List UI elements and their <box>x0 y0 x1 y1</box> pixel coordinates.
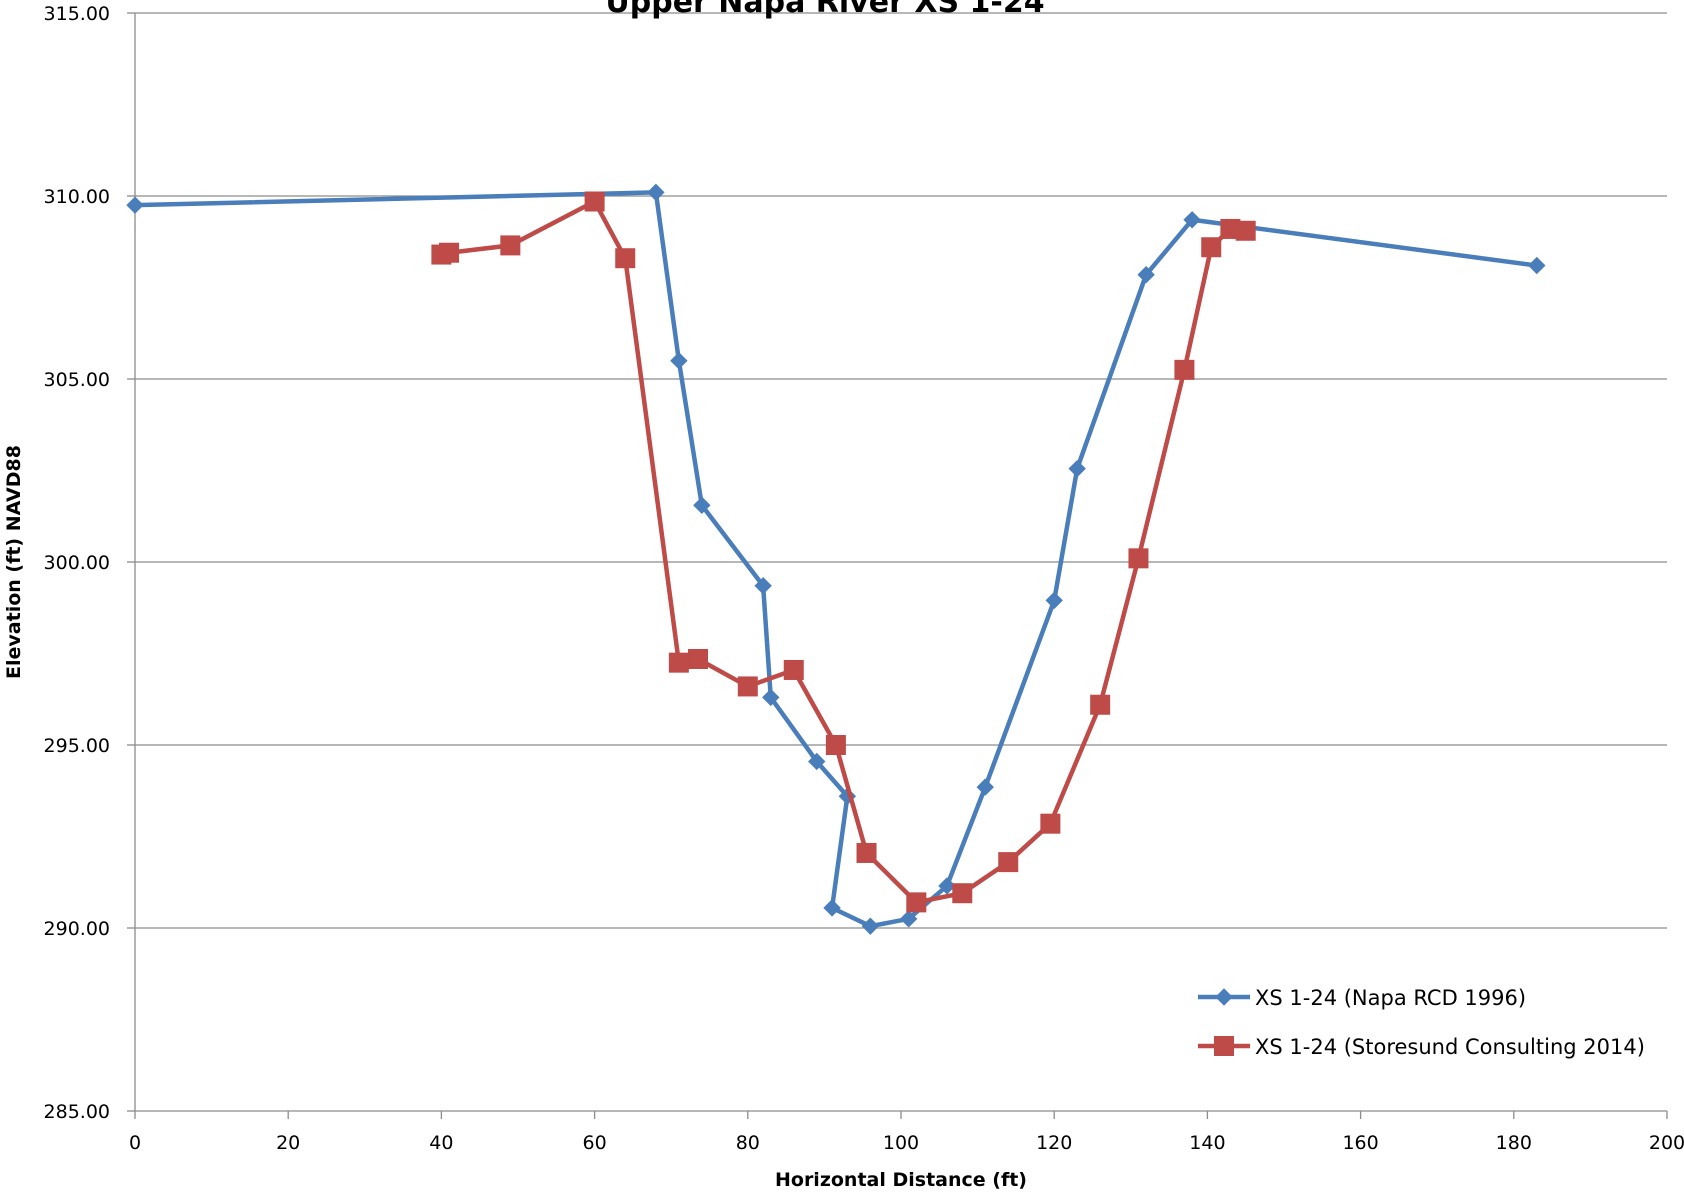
data-point <box>1235 220 1256 241</box>
x-tick-label: 80 <box>736 1132 760 1154</box>
data-point <box>1183 211 1201 229</box>
legend-marker <box>1214 1036 1234 1056</box>
axes <box>127 12 1668 1119</box>
data-point <box>668 652 689 673</box>
legend-entry: XS 1-24 (Napa RCD 1996) <box>1198 986 1526 1010</box>
x-tick-label: 160 <box>1342 1132 1378 1154</box>
chart-title: Upper Napa River XS 1-24 <box>605 0 1044 20</box>
data-point <box>1045 591 1063 610</box>
x-tick-label: 200 <box>1649 1132 1684 1154</box>
x-tick-label: 0 <box>129 1132 141 1154</box>
x-tick-label: 140 <box>1189 1132 1225 1154</box>
legend-entry: XS 1-24 (Storesund Consulting 2014) <box>1198 1035 1645 1059</box>
data-point <box>688 648 709 669</box>
data-point <box>952 883 973 904</box>
data-point <box>823 899 841 917</box>
legend-label: XS 1-24 (Storesund Consulting 2014) <box>1255 1035 1645 1059</box>
y-tick-label: 290.00 <box>44 918 110 940</box>
x-tick-labels: 0 20 40 60 80 100 120 140 160 180 200 <box>129 1132 1684 1154</box>
data-point <box>762 688 780 707</box>
x-tick-label: 180 <box>1496 1132 1532 1154</box>
data-point <box>1128 548 1149 569</box>
x-tick-label: 120 <box>1036 1132 1072 1154</box>
data-point <box>906 892 927 913</box>
x-tick-label: 20 <box>276 1132 300 1154</box>
data-point <box>500 235 521 256</box>
y-tick-label: 295.00 <box>44 735 110 757</box>
data-point <box>584 191 605 212</box>
data-point <box>1040 813 1061 834</box>
data-point <box>856 842 877 863</box>
data-point <box>693 496 711 514</box>
data-point <box>647 183 665 202</box>
data-point <box>1068 459 1086 478</box>
data-point <box>825 735 846 755</box>
series-1 <box>126 183 1546 935</box>
y-tick-label: 285.00 <box>44 1101 110 1123</box>
data-point <box>737 676 758 697</box>
data-point <box>1137 265 1155 284</box>
y-tick-label: 300.00 <box>44 552 110 574</box>
legend-marker <box>1215 988 1233 1006</box>
data-point <box>998 852 1019 873</box>
data-point <box>861 917 880 935</box>
data-point <box>899 910 918 928</box>
data-point <box>754 577 772 595</box>
x-tick-label: 100 <box>883 1132 919 1154</box>
data-point <box>1174 359 1195 380</box>
y-tick-label: 315.00 <box>44 3 110 25</box>
data-series <box>126 183 1546 935</box>
y-tick-label: 305.00 <box>44 369 110 391</box>
data-point <box>1201 237 1222 258</box>
data-point <box>1528 256 1546 275</box>
x-tick-label: 60 <box>583 1132 607 1154</box>
series-line <box>134 190 1538 929</box>
y-tick-label: 310.00 <box>44 186 110 208</box>
x-axis-title: Horizontal Distance (ft) <box>775 1169 1027 1191</box>
x-tick-label: 40 <box>429 1132 453 1154</box>
data-point <box>439 242 460 263</box>
data-point <box>615 248 636 269</box>
y-axis-title: Elevation (ft) NAVD88 <box>3 445 25 679</box>
data-point <box>670 351 688 370</box>
legend-label: XS 1-24 (Napa RCD 1996) <box>1255 986 1526 1010</box>
data-point <box>1090 694 1111 715</box>
data-point <box>783 659 804 680</box>
data-point <box>976 778 994 796</box>
legend: XS 1-24 (Napa RCD 1996) XS 1-24 (Storesun… <box>1198 986 1645 1059</box>
data-point <box>126 196 144 214</box>
series-2 <box>431 191 1256 913</box>
y-tick-labels: 285.00 290.00 295.00 300.00 305.00 310.00 315.… <box>44 3 110 1123</box>
gridlines <box>135 12 1667 929</box>
data-point <box>808 752 826 771</box>
